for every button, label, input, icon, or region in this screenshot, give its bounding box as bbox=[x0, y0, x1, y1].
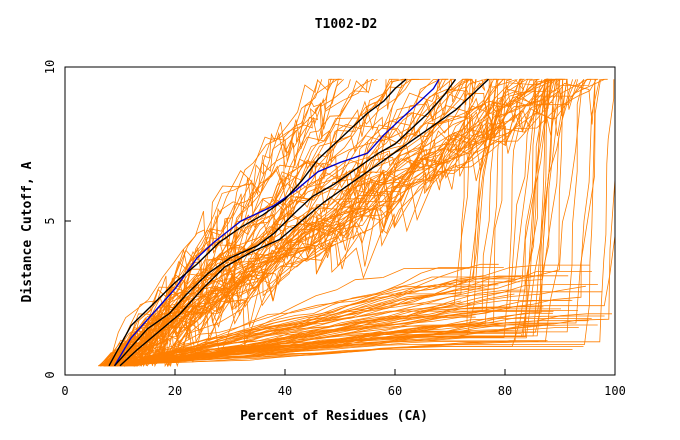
y-tick-label: 0 bbox=[43, 371, 57, 378]
y-axis-label: Distance Cutoff, A bbox=[20, 161, 35, 302]
highlight-black-1-line bbox=[113, 78, 457, 367]
background-model-line bbox=[123, 79, 490, 367]
background-model-line bbox=[108, 78, 332, 367]
x-tick-label: 40 bbox=[278, 384, 292, 398]
highlight-black-3-line bbox=[108, 78, 407, 367]
x-axis-ticks: 0 20 40 60 80 100 bbox=[61, 369, 626, 398]
background-model-line bbox=[116, 78, 439, 367]
x-tick-label: 60 bbox=[388, 384, 402, 398]
background-model-line bbox=[106, 78, 568, 368]
background-model-curves bbox=[98, 77, 616, 368]
highlight-black-2-line bbox=[119, 78, 489, 367]
background-model-line bbox=[105, 325, 543, 367]
background-model-line bbox=[109, 79, 492, 367]
y-tick-label: 5 bbox=[43, 217, 57, 224]
background-model-line bbox=[99, 79, 504, 367]
x-tick-label: 0 bbox=[61, 384, 68, 398]
background-model-line bbox=[121, 320, 589, 367]
background-model-line bbox=[100, 79, 597, 367]
background-model-line bbox=[99, 78, 340, 367]
y-axis-ticks: 0 5 10 bbox=[43, 60, 71, 379]
background-model-line bbox=[118, 267, 504, 367]
background-model-line bbox=[105, 78, 399, 367]
background-model-line bbox=[110, 79, 596, 367]
background-model-line bbox=[104, 78, 449, 367]
background-model-line bbox=[99, 267, 470, 367]
x-tick-label: 80 bbox=[498, 384, 512, 398]
background-model-line bbox=[125, 78, 525, 368]
background-model-line bbox=[107, 340, 548, 367]
background-model-line bbox=[109, 79, 550, 367]
highlight-model-curves bbox=[108, 78, 489, 367]
background-model-line bbox=[103, 78, 563, 367]
background-model-line bbox=[115, 79, 558, 367]
y-tick-label: 10 bbox=[43, 60, 57, 74]
background-model-line bbox=[119, 78, 553, 368]
background-model-line bbox=[121, 79, 561, 367]
background-model-line bbox=[119, 324, 506, 367]
background-model-line bbox=[116, 78, 599, 367]
x-tick-label: 20 bbox=[168, 384, 182, 398]
background-model-line bbox=[98, 79, 585, 367]
background-model-line bbox=[116, 79, 587, 367]
background-model-line bbox=[99, 78, 408, 367]
background-model-line bbox=[115, 306, 544, 367]
x-axis-label: Percent of Residues (CA) bbox=[240, 409, 428, 424]
background-model-line bbox=[102, 78, 476, 367]
x-tick-label: 100 bbox=[604, 384, 626, 398]
background-model-line bbox=[113, 79, 536, 367]
background-model-line bbox=[101, 78, 555, 367]
background-model-line bbox=[116, 79, 579, 367]
background-model-line bbox=[100, 79, 550, 367]
background-model-line bbox=[120, 78, 540, 367]
highlight-blue-line bbox=[113, 78, 440, 367]
background-model-line bbox=[109, 79, 573, 367]
background-model-line bbox=[107, 79, 556, 367]
chart-title: T1002-D2 bbox=[315, 17, 378, 32]
